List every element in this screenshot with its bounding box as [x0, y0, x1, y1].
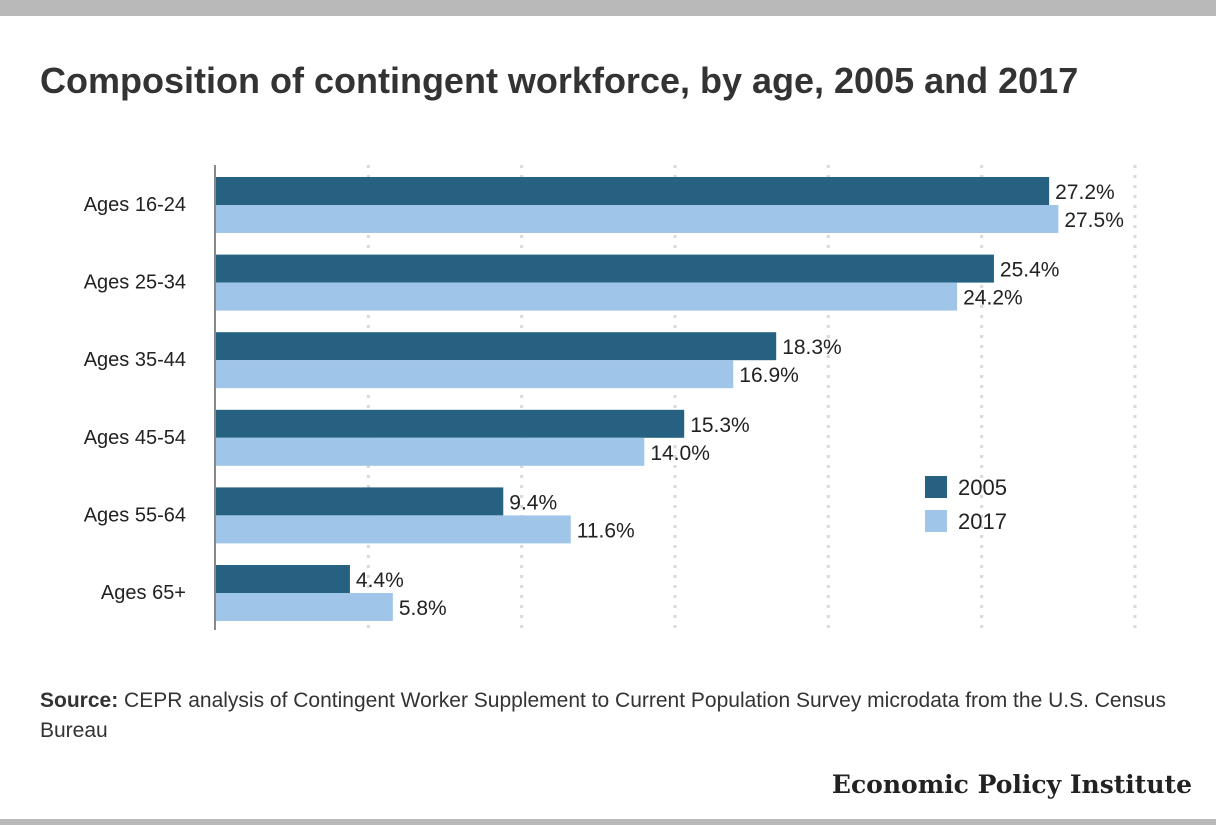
bar-2005 [215, 409, 685, 438]
chart-title: Composition of contingent workforce, by … [40, 60, 1079, 101]
bar-2005 [215, 332, 777, 361]
category-label: Ages 25-34 [84, 272, 186, 294]
category-label: Ages 65+ [101, 582, 186, 604]
bar-2017 [215, 515, 571, 544]
data-label-2017: 27.5% [1064, 209, 1124, 232]
bar-2005 [215, 177, 1050, 205]
bar-2005 [215, 565, 350, 593]
data-label-2017: 5.8% [399, 597, 447, 620]
legend-swatch-2005 [925, 476, 947, 498]
legend-label-2005: 2005 [958, 475, 1007, 500]
legend-swatch-2017 [925, 510, 947, 532]
bar-2005 [215, 487, 504, 516]
data-label-2005: 9.4% [509, 491, 557, 514]
data-label-2017: 14.0% [650, 442, 710, 465]
source-label: Source: [40, 689, 119, 712]
category-label: Ages 55-64 [84, 504, 186, 526]
bar-2017 [215, 437, 645, 466]
data-label-2005: 15.3% [690, 414, 750, 437]
bar-2017 [215, 360, 734, 389]
data-label-2005: 18.3% [782, 336, 842, 359]
data-label-2005: 25.4% [1000, 259, 1060, 282]
data-label-2017: 11.6% [577, 519, 635, 542]
data-label-2017: 24.2% [963, 287, 1023, 310]
brand-logo-text: Economic Policy Institute [831, 770, 1192, 799]
data-label-2005: 27.2% [1055, 181, 1115, 204]
bar-chart: Ages 16-24 27.2% 27.5% Ages 25-34 25.4% 24.2%… [84, 165, 1137, 630]
category-label: Ages 45-54 [84, 427, 186, 449]
source-note: Source: CEPR analysis of Contingent Work… [40, 686, 1170, 746]
bar-2017 [215, 205, 1059, 233]
data-label-2017: 16.9% [739, 364, 799, 387]
data-label-2005: 4.4% [356, 569, 404, 592]
category-label: Ages 16-24 [84, 194, 186, 216]
category-label: Ages 35-44 [84, 349, 186, 371]
bar-2005 [215, 254, 994, 283]
bar-2017 [215, 593, 393, 621]
source-text: CEPR analysis of Contingent Worker Suppl… [40, 689, 1166, 742]
legend-label-2017: 2017 [958, 509, 1007, 534]
top-border [0, 0, 1216, 16]
bar-2017 [215, 282, 958, 311]
bottom-border [0, 819, 1216, 825]
